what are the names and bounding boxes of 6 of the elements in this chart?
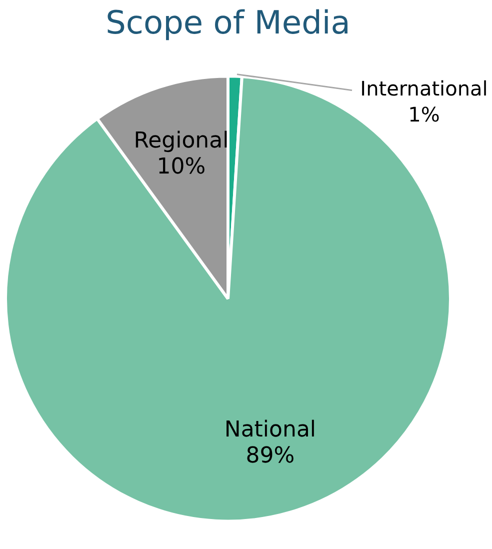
slice-label: National (224, 418, 316, 443)
data-label: 89% (246, 444, 295, 469)
data-label: 1% (408, 102, 440, 127)
chart-title: Scope of Media (106, 4, 350, 42)
slice-label: International (360, 76, 488, 101)
data-label: 10% (156, 154, 206, 180)
